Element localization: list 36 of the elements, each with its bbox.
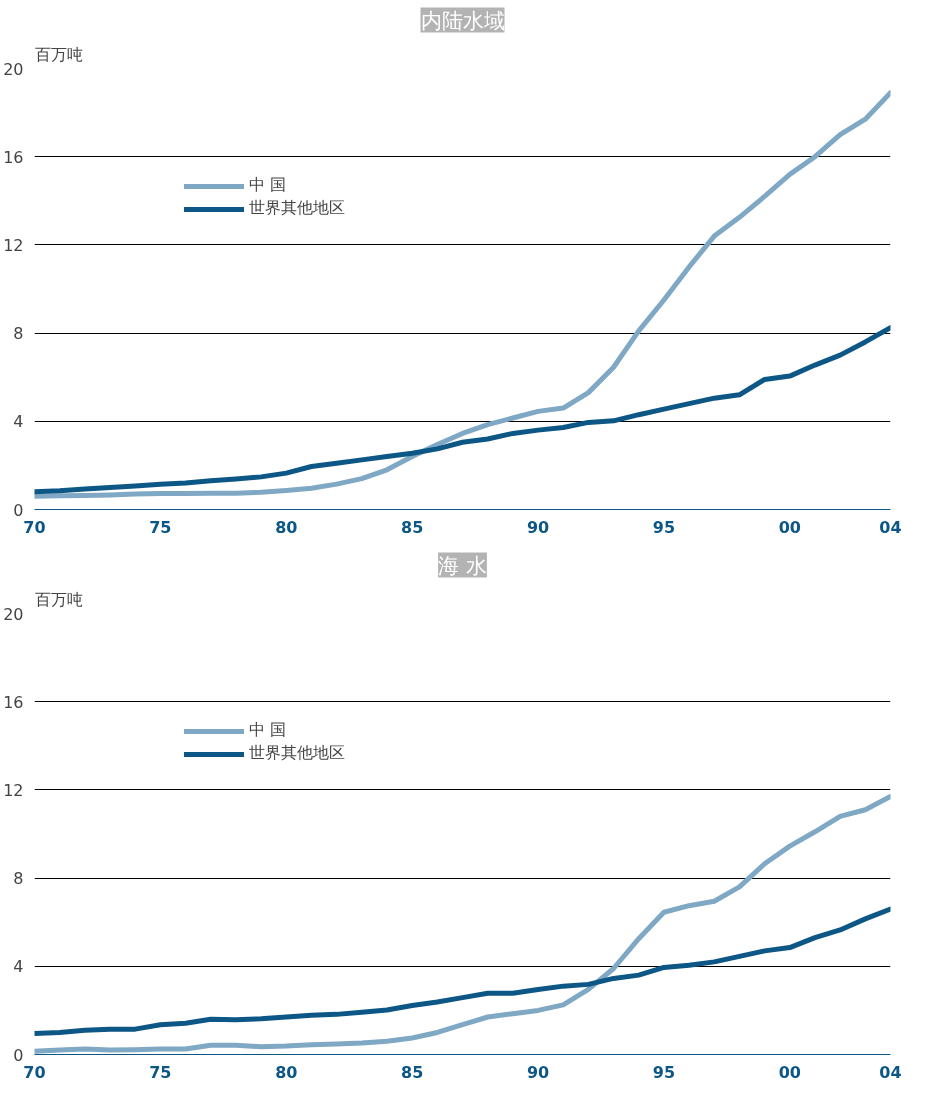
y-tick-label: 16 <box>3 692 24 712</box>
legend-label: 世界其他地区 <box>249 198 345 219</box>
y-axis-title: 百万吨 <box>34 589 83 609</box>
x-tick-label: 90 <box>526 517 550 537</box>
legend-label: 中 国 <box>249 720 287 741</box>
x-tick-label: 95 <box>652 517 676 537</box>
y-axis-title: 百万吨 <box>34 44 83 64</box>
legend-label: 中 国 <box>249 175 287 196</box>
chart-title: 海 水 <box>438 552 487 578</box>
x-tick-label: 95 <box>652 1062 676 1082</box>
y-tick-label: 4 <box>13 412 24 432</box>
y-tick-label: 8 <box>13 324 24 344</box>
x-tick-label: 00 <box>778 1062 801 1082</box>
y-tick-label: 0 <box>13 500 24 520</box>
x-tick-label: 75 <box>149 517 172 537</box>
y-tick-label: 12 <box>3 235 24 255</box>
x-tick-label: 80 <box>275 517 298 537</box>
x-tick-label: 04 <box>879 517 902 537</box>
y-tick-label: 20 <box>3 59 24 79</box>
y-tick-label: 8 <box>13 869 24 889</box>
x-tick-label: 04 <box>879 1062 902 1082</box>
x-tick-label: 70 <box>23 1062 46 1082</box>
x-tick-label: 90 <box>526 1062 550 1082</box>
y-tick-label: 16 <box>3 147 24 167</box>
y-tick-label: 4 <box>13 957 24 977</box>
x-tick-label: 80 <box>275 1062 298 1082</box>
y-tick-label: 20 <box>3 604 24 624</box>
x-tick-label: 85 <box>401 1062 424 1082</box>
y-tick-label: 0 <box>13 1045 24 1065</box>
y-tick-label: 12 <box>3 780 24 800</box>
x-tick-label: 75 <box>149 1062 172 1082</box>
x-tick-label: 00 <box>778 517 801 537</box>
x-tick-label: 85 <box>401 517 424 537</box>
x-tick-label: 70 <box>23 517 46 537</box>
legend-label: 世界其他地区 <box>249 743 345 764</box>
chart-title: 内陆水域 <box>420 7 505 33</box>
